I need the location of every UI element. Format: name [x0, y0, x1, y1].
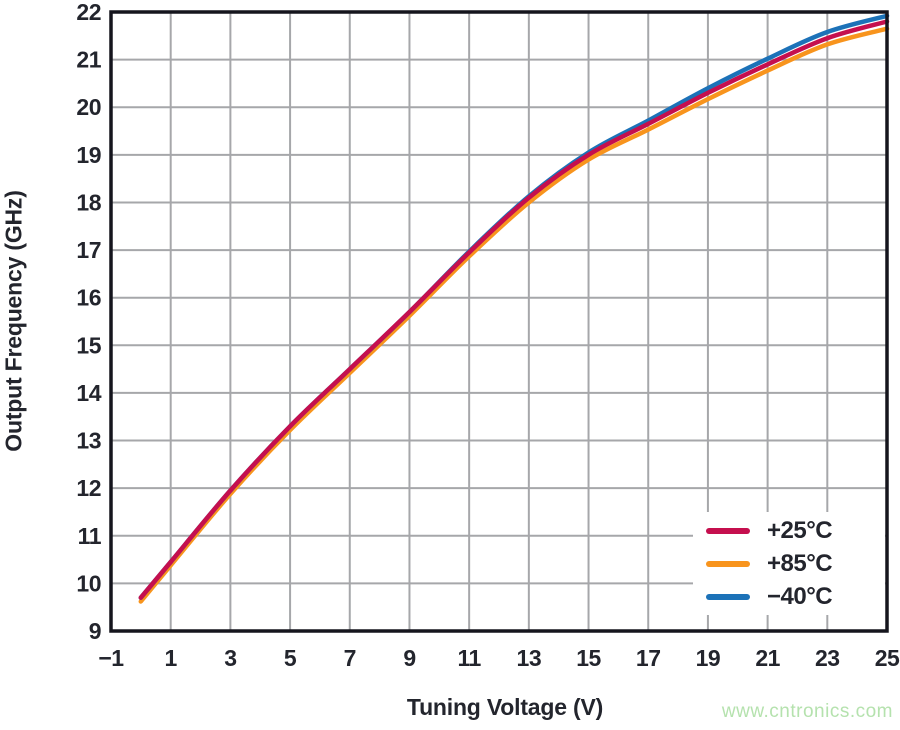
legend: +25°C +85°C −40°C	[693, 512, 885, 615]
legend-item-minus40c: −40°C	[693, 582, 885, 612]
x-tick-label: −1	[98, 645, 124, 671]
legend-item-25c: +25°C	[693, 516, 885, 546]
x-tick-label: 1	[165, 645, 178, 671]
series-line-plus25c	[138, 19, 890, 600]
y-axis-title: Output Frequency (GHz)	[0, 190, 27, 452]
y-tick-label: 22	[76, 0, 101, 25]
y-tick-labels: 9 10 11 12 13 14 15 16 17 18 19 20 21 22	[76, 0, 102, 644]
x-tick-label: 19	[696, 645, 721, 671]
y-tick-label: 12	[76, 475, 101, 501]
x-axis-title: Tuning Voltage (V)	[406, 694, 604, 720]
x-tick-label: 7	[344, 645, 356, 671]
plot-frame	[109, 10, 889, 633]
y-tick-label: 17	[76, 237, 101, 263]
x-tick-label: 13	[517, 645, 542, 671]
legend-label-minus40c: −40°C	[767, 582, 833, 610]
x-tick-label: 23	[815, 645, 840, 671]
y-tick-label: 10	[76, 570, 101, 596]
x-tick-label: 21	[755, 645, 780, 671]
watermark-text: www.cntronics.com	[721, 701, 893, 722]
x-tick-label: 11	[457, 645, 481, 671]
x-tick-label: 5	[284, 645, 297, 671]
x-tick-label: 17	[636, 645, 661, 671]
legend-swatch-85c	[706, 560, 750, 567]
y-tick-label: 21	[76, 47, 101, 73]
y-tick-label: 9	[89, 618, 101, 644]
series-layer	[138, 13, 890, 604]
y-tick-label: 18	[76, 189, 101, 215]
y-tick-label: 11	[78, 523, 102, 549]
y-tick-label: 20	[76, 94, 101, 120]
legend-item-85c: +85°C	[693, 549, 885, 579]
series-line-minus40c	[138, 13, 890, 600]
y-tick-label: 19	[76, 142, 101, 168]
y-tick-label: 16	[76, 285, 101, 311]
legend-label-25c: +25°C	[767, 516, 833, 544]
y-tick-label: 15	[76, 332, 101, 358]
legend-label-85c: +85°C	[767, 549, 833, 577]
series-line-plus85c	[138, 26, 890, 604]
y-tick-label: 13	[76, 428, 101, 454]
x-tick-label: 25	[875, 645, 900, 671]
x-tick-label: 15	[576, 645, 601, 671]
y-tick-label: 14	[76, 380, 101, 406]
x-tick-label: 9	[403, 645, 415, 671]
legend-swatch-minus40c	[706, 593, 750, 600]
x-tick-label: 3	[224, 645, 236, 671]
legend-swatch-25c	[706, 527, 750, 534]
x-tick-labels: −1 1 3 5 7 9 11 13 15 17 19 21 23 25	[98, 645, 900, 671]
